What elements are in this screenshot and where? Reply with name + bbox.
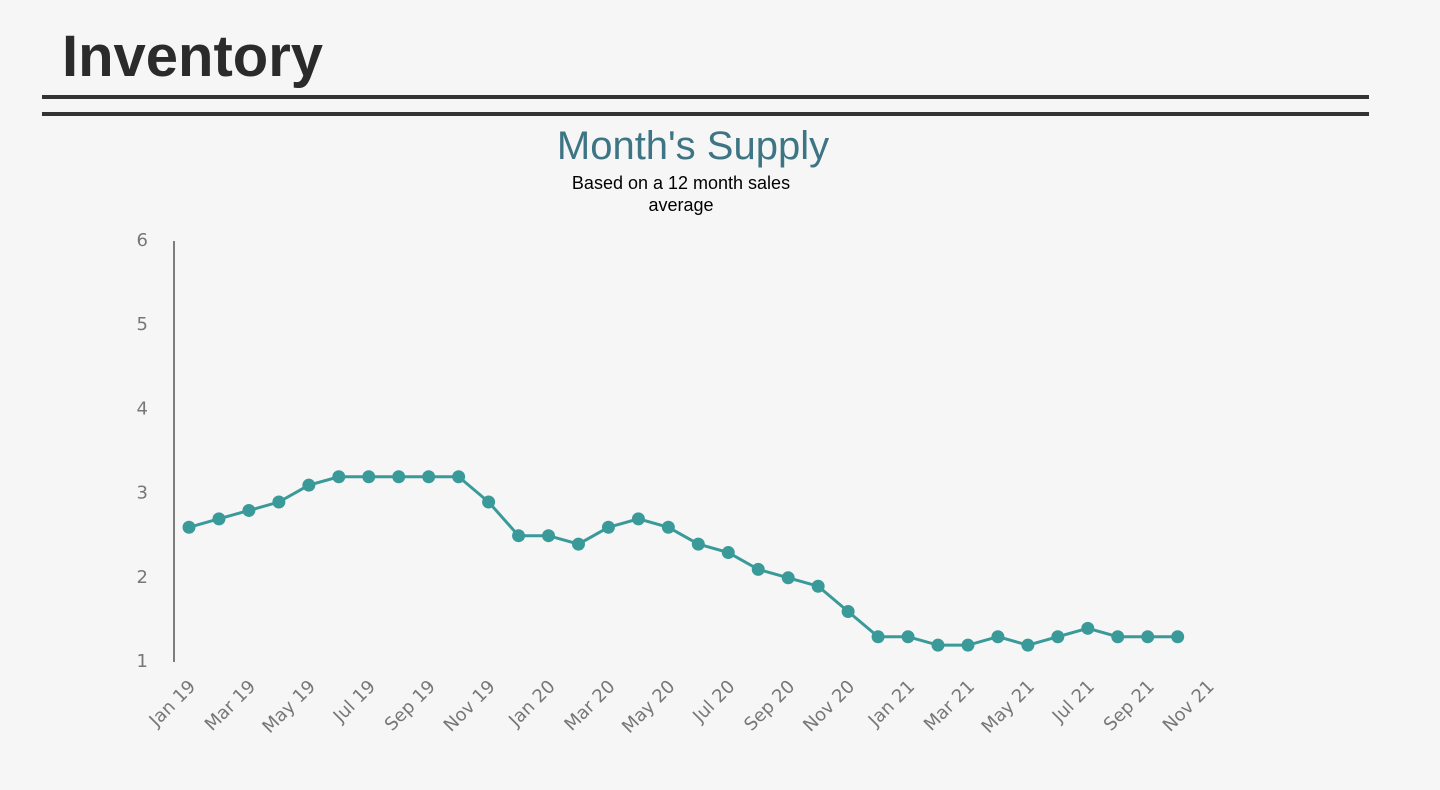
chart-subtitle: Based on a 12 month sales average <box>571 173 791 215</box>
data-point <box>991 630 1005 644</box>
x-tick-label: Sep 20 <box>740 676 799 735</box>
data-point <box>332 470 346 484</box>
x-tick-label: Jan 20 <box>504 676 559 731</box>
data-point <box>601 520 615 534</box>
x-tick-label: Nov 20 <box>799 676 859 736</box>
y-tick-label: 2 <box>137 567 148 588</box>
data-point <box>182 520 196 534</box>
x-tick-label: Jul 19 <box>329 676 380 727</box>
x-tick-label: Mar 20 <box>560 676 619 735</box>
data-point <box>961 638 975 652</box>
x-tick-label: Sep 21 <box>1100 676 1159 735</box>
data-point <box>811 579 825 593</box>
data-point <box>691 537 705 551</box>
x-tick-label: May 19 <box>259 676 320 737</box>
data-point <box>901 630 915 644</box>
data-point <box>571 537 585 551</box>
data-point <box>422 470 436 484</box>
y-tick-label: 6 <box>137 230 148 251</box>
data-point <box>362 470 376 484</box>
data-point <box>1111 630 1125 644</box>
x-tick-label: Jan 21 <box>864 676 919 731</box>
data-point <box>242 503 256 517</box>
data-point <box>931 638 945 652</box>
divider <box>42 112 1369 116</box>
data-point <box>781 571 795 585</box>
page-heading: Inventory <box>62 24 324 89</box>
data-point <box>212 512 226 526</box>
data-point <box>661 520 675 534</box>
chart-title: Month's Supply <box>556 124 830 168</box>
x-tick-label: May 21 <box>978 676 1039 737</box>
data-point <box>1051 630 1065 644</box>
x-tick-label: Jan 19 <box>145 676 200 731</box>
data-point <box>1141 630 1155 644</box>
data-point <box>512 529 526 543</box>
data-point <box>841 604 855 618</box>
data-point <box>871 630 885 644</box>
y-tick-label: 1 <box>137 651 148 672</box>
y-tick-label: 4 <box>137 398 148 419</box>
data-point <box>751 562 765 576</box>
data-point <box>452 470 466 484</box>
x-tick-label: Jul 20 <box>688 676 739 727</box>
data-point <box>272 495 286 509</box>
data-point <box>1081 621 1095 635</box>
data-point <box>1021 638 1035 652</box>
x-tick-label: Sep 19 <box>381 676 440 735</box>
x-tick-label: May 20 <box>618 676 679 737</box>
y-tick-label: 3 <box>137 483 148 504</box>
data-point <box>482 495 496 509</box>
data-point <box>721 546 735 560</box>
x-tick-label: Nov 21 <box>1159 676 1219 736</box>
x-tick-label: Nov 19 <box>440 676 500 736</box>
x-tick-label: Mar 21 <box>920 676 979 735</box>
data-point <box>631 512 645 526</box>
data-point <box>1171 630 1185 644</box>
series-line <box>188 475 1178 647</box>
divider <box>42 95 1369 99</box>
data-point <box>542 529 556 543</box>
data-point <box>392 470 406 484</box>
data-point <box>302 478 316 492</box>
x-tick-label: Jul 21 <box>1048 676 1099 727</box>
y-tick-label: 5 <box>137 314 148 335</box>
x-tick-label: Mar 19 <box>201 676 260 735</box>
